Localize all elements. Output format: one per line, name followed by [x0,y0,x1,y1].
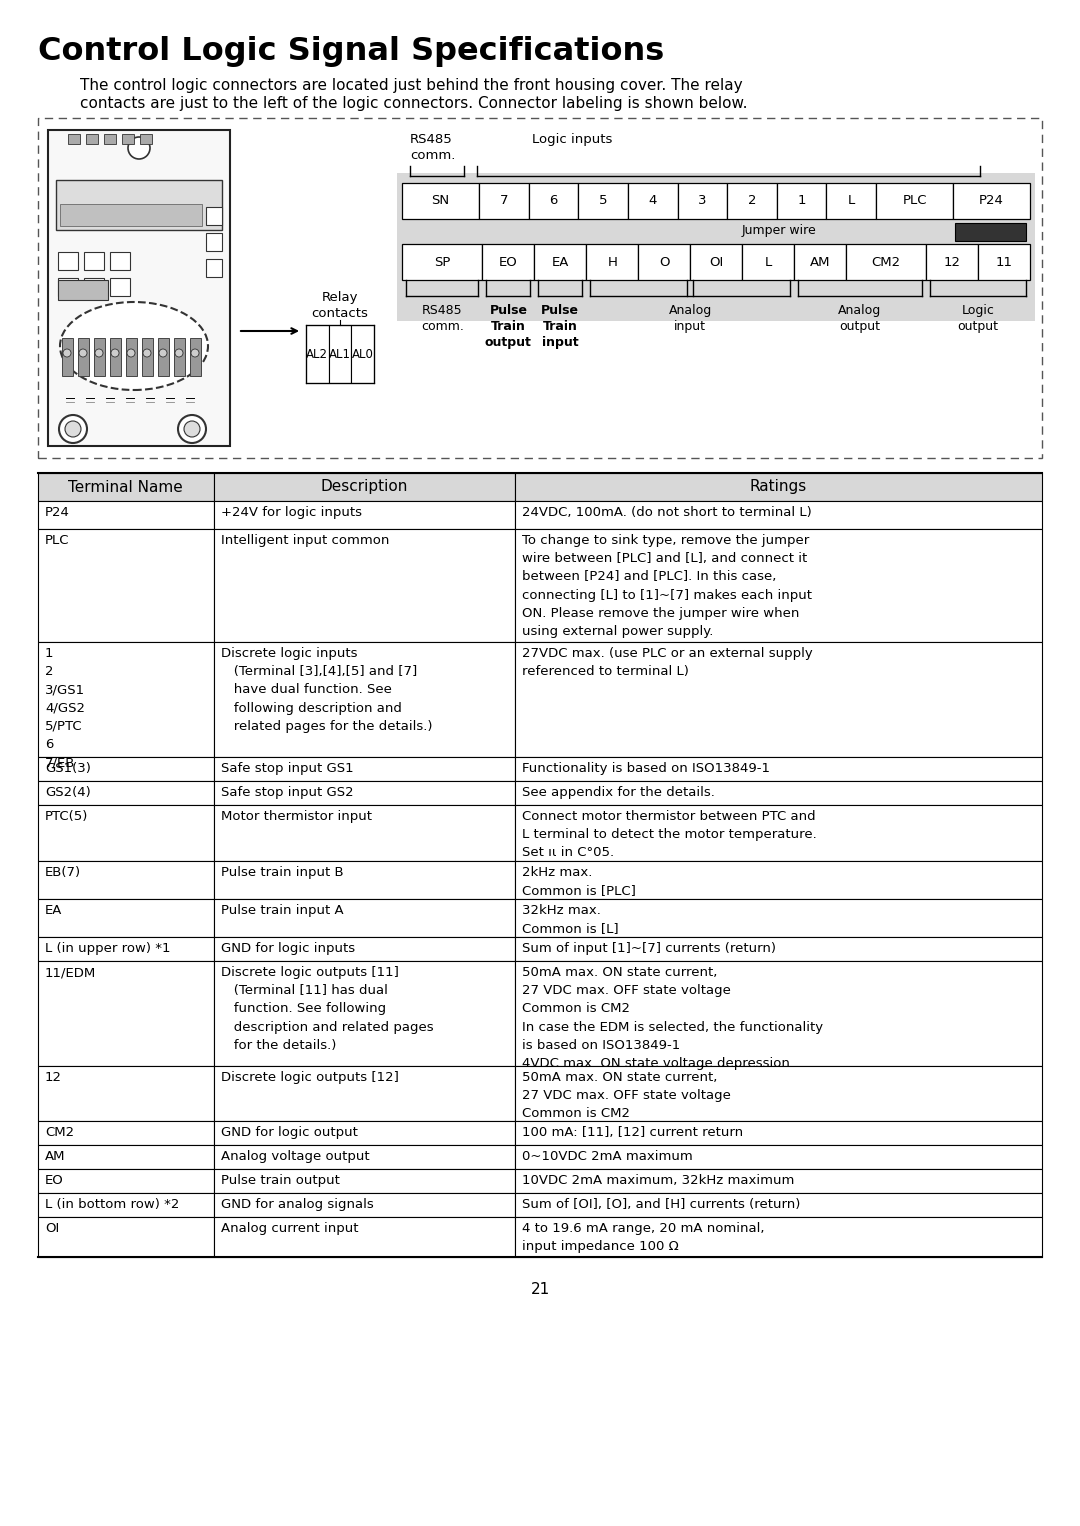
Text: Safe stop input GS2: Safe stop input GS2 [220,786,353,800]
Bar [214,530,515,642]
Circle shape [143,349,151,357]
Bar [38,1193,214,1218]
Bar [214,1169,515,1193]
Text: SN: SN [431,194,449,208]
Bar [214,501,515,530]
Text: Pulse train input A: Pulse train input A [220,903,343,917]
Bar [351,325,374,383]
Text: Safe stop input GS1: Safe stop input GS1 [220,761,353,775]
Bar [38,899,214,937]
Circle shape [184,421,200,436]
Bar [214,1218,515,1257]
Bar [515,1218,1042,1257]
Text: Motor thermistor input: Motor thermistor input [220,810,372,823]
Bar [110,278,130,296]
Bar [38,501,214,530]
Bar [777,183,826,220]
Bar [953,183,1030,220]
Text: Pulse train input B: Pulse train input B [220,865,343,879]
Text: AL2: AL2 [307,348,328,360]
Text: Sum of input [1]~[7] currents (return): Sum of input [1]~[7] currents (return) [522,942,775,955]
Text: GND for logic output: GND for logic output [220,1126,357,1138]
Text: Pulse
Train
output: Pulse Train output [485,304,531,349]
Bar [328,325,351,383]
Text: contacts are just to the left of the logic connectors. Connector labeling is sho: contacts are just to the left of the log… [80,96,747,111]
Text: 10VDC 2mA maximum, 32kHz maximum: 10VDC 2mA maximum, 32kHz maximum [522,1173,794,1187]
Bar [397,172,1035,320]
Bar [794,244,846,279]
Bar [38,473,214,501]
Ellipse shape [60,302,208,391]
Bar [515,757,1042,781]
Bar [214,473,515,501]
Text: H: H [607,255,617,269]
Text: P24: P24 [980,194,1004,208]
Text: O: O [659,255,670,269]
Bar [214,899,515,937]
Text: +24V for logic inputs: +24V for logic inputs [220,507,362,519]
Text: RS485
comm.: RS485 comm. [421,304,463,333]
Text: Analog voltage output: Analog voltage output [220,1151,369,1163]
Bar [586,244,638,279]
Text: 12: 12 [45,1071,62,1083]
Text: Discrete logic inputs
   (Terminal [3],[4],[5] and [7]
   have dual function. Se: Discrete logic inputs (Terminal [3],[4],… [220,647,432,732]
Bar [214,806,515,861]
Bar [158,337,168,375]
Text: CM2: CM2 [872,255,901,269]
Text: Description: Description [321,479,408,494]
Bar [826,183,876,220]
Text: 1
2
3/GS1
4/GS2
5/PTC
6
7/EB: 1 2 3/GS1 4/GS2 5/PTC 6 7/EB [45,647,85,769]
Bar [515,899,1042,937]
Bar [677,183,727,220]
Text: 1: 1 [797,194,806,208]
Bar [60,204,202,226]
Bar [515,1144,1042,1169]
Circle shape [129,137,150,159]
Bar [126,337,137,375]
Bar [78,337,89,375]
Bar [140,134,152,143]
Text: Logic
output: Logic output [958,304,999,333]
Text: L (in bottom row) *2: L (in bottom row) *2 [45,1198,179,1212]
Bar [38,1122,214,1144]
Bar [515,861,1042,899]
Bar [402,244,483,279]
Text: Pulse
Train
input: Pulse Train input [541,304,579,349]
Text: Intelligent input common: Intelligent input common [220,534,389,546]
Bar [515,473,1042,501]
Text: GS2(4): GS2(4) [45,786,91,800]
Bar [515,806,1042,861]
Bar [56,180,222,230]
Text: 5: 5 [598,194,607,208]
Text: RS485
comm.: RS485 comm. [410,133,456,162]
Bar [846,244,927,279]
Bar [38,937,214,961]
Text: GND for analog signals: GND for analog signals [220,1198,374,1212]
Bar [214,781,515,806]
Text: Ratings: Ratings [750,479,807,494]
Text: PTC(5): PTC(5) [45,810,89,823]
Bar [38,1144,214,1169]
Bar [483,244,535,279]
Text: 3: 3 [698,194,706,208]
Bar [955,223,1026,241]
Bar [515,1169,1042,1193]
Circle shape [95,349,103,357]
Text: GS1(3): GS1(3) [45,761,91,775]
Bar [876,183,953,220]
Bar [174,337,185,375]
Text: Relay
contacts: Relay contacts [311,291,368,320]
Bar [190,337,201,375]
Text: 2: 2 [747,194,756,208]
Bar [38,757,214,781]
Text: Analog
input: Analog input [669,304,712,333]
Bar [48,130,230,446]
Text: L (in upper row) *1: L (in upper row) *1 [45,942,171,955]
Text: Terminal Name: Terminal Name [68,479,184,494]
Bar [38,781,214,806]
Bar [306,325,328,383]
Bar [515,1122,1042,1144]
Bar [515,961,1042,1067]
Bar [104,134,116,143]
Circle shape [178,415,206,443]
